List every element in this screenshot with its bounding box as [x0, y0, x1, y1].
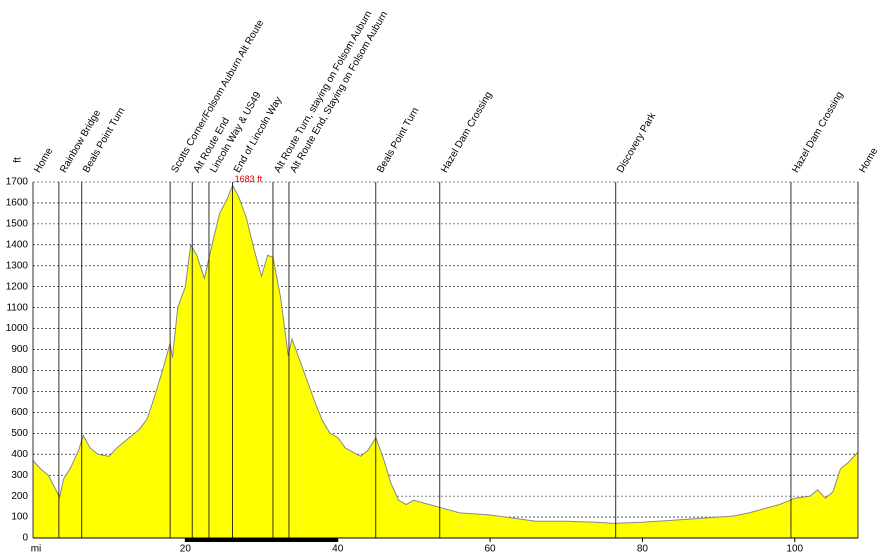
y-tick-label: 1100: [6, 302, 28, 313]
y-tick-label: 200: [11, 491, 28, 502]
y-tick-label: 300: [11, 470, 28, 481]
max-label: 1683 ft: [235, 174, 263, 184]
y-tick-label: 800: [11, 365, 28, 376]
range-bar: [185, 538, 338, 542]
x-tick-label: 100: [786, 544, 803, 555]
waypoint-label: Home: [32, 146, 55, 175]
waypoint-label: Beals Point Turn: [375, 106, 421, 175]
y-tick-label: 600: [11, 407, 28, 418]
elevation-line: [32, 184, 859, 524]
waypoint-label: Discovery Park: [615, 110, 659, 175]
x-tick-label: 20: [180, 544, 192, 555]
waypoint-label: Alt Route Turn, staying on Folsom Auburn: [272, 9, 374, 175]
y-tick-label: 1700: [6, 177, 29, 188]
y-tick-label: 1500: [6, 219, 29, 230]
y-tick-label: 0: [22, 533, 28, 544]
x-tick-label: 60: [485, 544, 497, 555]
x-axis-label: mi: [31, 544, 42, 555]
x-tick-label: 80: [637, 544, 649, 555]
y-tick-label: 1000: [6, 323, 29, 334]
y-tick-label: 1400: [6, 239, 29, 250]
x-tick-label: 40: [332, 544, 344, 555]
waypoint-label: Hazel Dam Crossing: [790, 90, 845, 175]
y-tick-label: 100: [11, 512, 28, 523]
waypoint-label: Alt Route End, Staying on Folsom Auburn: [288, 9, 390, 174]
elevation-area: [33, 185, 858, 538]
y-tick-label: 700: [11, 386, 28, 397]
y-tick-label: 1300: [6, 260, 29, 271]
y-tick-label: 1200: [6, 281, 29, 292]
waypoint-label: Hazel Dam Crossing: [439, 90, 494, 175]
y-tick-label: 900: [11, 344, 28, 355]
y-tick-label: 400: [11, 449, 28, 460]
waypoint-label: Home: [857, 146, 880, 175]
y-tick-label: 500: [11, 428, 28, 439]
y-axis-label: ft: [13, 157, 24, 163]
y-tick-label: 1600: [6, 198, 29, 209]
